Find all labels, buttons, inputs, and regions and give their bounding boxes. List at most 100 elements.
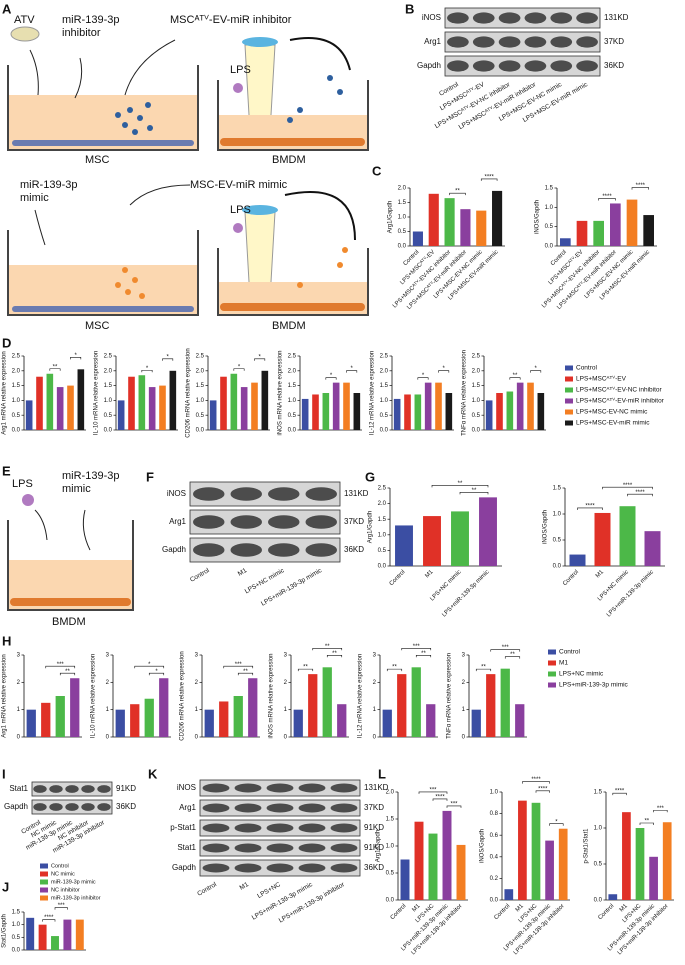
- significance-label: ***: [413, 644, 421, 650]
- bar: [128, 376, 135, 430]
- y-tick-label: 1.5: [104, 383, 113, 389]
- y-tick-label: 0: [106, 735, 110, 741]
- y-tick-label: 0.0: [545, 244, 554, 250]
- blot-band: [550, 60, 573, 72]
- lane-label: Control: [196, 881, 218, 898]
- y-tick-label: 2.5: [378, 486, 387, 492]
- y-tick-label: 1.5: [398, 200, 407, 206]
- y-tick-label: 1.5: [594, 790, 603, 796]
- blot-band: [202, 863, 230, 873]
- blot-band: [472, 36, 495, 48]
- blot-band: [230, 543, 262, 557]
- bar: [545, 840, 554, 900]
- size-label: 91KD: [116, 784, 136, 793]
- blot-band: [266, 863, 294, 873]
- label: LPS: [12, 478, 33, 490]
- significance-label: *: [534, 366, 537, 372]
- blot-band: [230, 515, 262, 529]
- y-tick-label: 0.5: [553, 538, 562, 544]
- bar: [444, 198, 455, 246]
- significance-label: *: [238, 364, 241, 370]
- y-axis-label: Arg1/Gapdh: [388, 201, 394, 233]
- schematic: [7, 184, 369, 316]
- significance-label: **: [644, 819, 649, 825]
- y-tick-label: 0.5: [12, 935, 21, 941]
- y-axis-label: TNFα mRNA relative expression: [462, 350, 468, 436]
- blot-band: [266, 823, 294, 833]
- significance-bracket: [549, 823, 564, 826]
- significance-bracket: [653, 809, 668, 813]
- y-tick-label: 1: [106, 707, 110, 713]
- significance-label: ***: [450, 801, 458, 807]
- y-tick-label: 0.5: [472, 413, 481, 419]
- y-tick-label: 0.0: [196, 428, 205, 434]
- size-label: 131KD: [364, 783, 389, 792]
- label: miR-139-3p: [62, 14, 119, 26]
- legend-label: LPS+MSCᴬᵀⱽ-EV: [576, 375, 627, 383]
- legend-swatch: [548, 671, 556, 677]
- y-tick-label: 2: [462, 680, 466, 686]
- bar: [506, 391, 514, 430]
- legend-swatch: [548, 649, 556, 655]
- label: mimic: [20, 192, 49, 204]
- significance-label: ***: [657, 806, 665, 812]
- y-tick-label: 3: [462, 653, 466, 659]
- label: MSC: [85, 154, 110, 166]
- y-tick-label: 0: [373, 735, 377, 741]
- y-tick-label: 1.0: [380, 398, 389, 404]
- y-tick-label: 0.0: [380, 428, 389, 434]
- blot-band: [65, 803, 79, 811]
- significance-bracket: [237, 672, 254, 676]
- bar: [248, 678, 258, 737]
- bar: [312, 394, 319, 430]
- significance-label: **: [243, 669, 248, 675]
- blot-band: [330, 803, 358, 813]
- significance-bracket: [59, 672, 76, 676]
- y-tick-label: 2.0: [378, 501, 387, 507]
- bar: [594, 512, 611, 566]
- blot-band: [550, 36, 573, 48]
- y-tick-label: 0.4: [490, 854, 499, 860]
- panel-letter: K: [148, 766, 158, 781]
- y-axis-label: iNOS/Gapdh: [480, 829, 486, 863]
- legend-label: Control: [51, 863, 69, 869]
- blot-band: [330, 783, 358, 793]
- legend-label: LPS+NC mimic: [559, 671, 604, 678]
- y-tick-label: 2.0: [196, 368, 205, 374]
- legend-swatch: [548, 682, 556, 688]
- label: LPS: [230, 64, 251, 76]
- significance-label: ****: [635, 490, 645, 496]
- significance-bracket: [490, 649, 521, 652]
- blot-band: [33, 785, 47, 793]
- bar: [209, 400, 217, 430]
- bar: [518, 800, 527, 900]
- y-axis-label: iNOS mRNA relative expression: [278, 350, 284, 435]
- size-label: 37KD: [344, 517, 364, 526]
- significance-bracket: [602, 486, 653, 490]
- legend-label: NC inhibitor: [51, 887, 80, 893]
- bar: [36, 376, 43, 430]
- y-tick-label: 1.0: [288, 398, 297, 404]
- y-tick-label: 1.0: [104, 398, 113, 404]
- blot-band: [447, 60, 469, 72]
- y-tick-label: 2.0: [288, 368, 297, 374]
- blot-band: [330, 823, 358, 833]
- y-axis-label: iNOS/Gapdh: [535, 200, 541, 234]
- significance-bracket: [530, 370, 542, 373]
- protein-label: Arg1: [179, 803, 196, 812]
- panel-letter: A: [2, 1, 12, 16]
- significance-bracket: [504, 656, 521, 659]
- y-tick-label: 1: [462, 707, 466, 713]
- significance-bracket: [639, 822, 654, 825]
- significance-label: **: [455, 189, 460, 195]
- blot-band: [268, 487, 300, 501]
- y-tick-label: 1.5: [472, 383, 481, 389]
- significance-bracket: [325, 377, 337, 380]
- legend-swatch: [40, 863, 48, 869]
- significance-bracket: [432, 798, 448, 801]
- y-tick-label: 0.0: [490, 898, 499, 904]
- legend-swatch: [565, 409, 573, 415]
- significance-label: ***: [57, 662, 65, 668]
- label: BMDM: [272, 320, 306, 332]
